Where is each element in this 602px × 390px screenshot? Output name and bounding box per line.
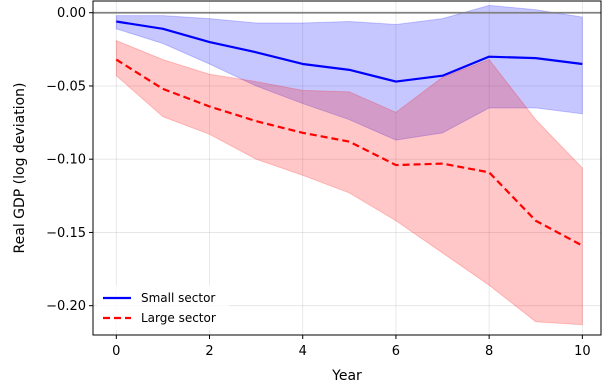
legend: Small sector Large sector bbox=[97, 285, 229, 330]
series-lines bbox=[115, 20, 583, 247]
series-line-1 bbox=[115, 58, 583, 247]
legend-label-large-sector: Large sector bbox=[141, 311, 216, 325]
x-axis-label: Year bbox=[331, 368, 362, 384]
x-tick-label: 4 bbox=[299, 344, 307, 359]
legend-box bbox=[97, 285, 229, 330]
x-tick-label: 2 bbox=[205, 344, 213, 359]
x-tick-label: 0 bbox=[112, 344, 120, 359]
y-tick-label: −0.20 bbox=[46, 299, 86, 314]
x-tick-label: 6 bbox=[392, 344, 400, 359]
confidence-bands bbox=[115, 4, 583, 326]
confidence-band-1 bbox=[115, 39, 583, 326]
x-tick-label: 8 bbox=[485, 344, 493, 359]
plot-frame bbox=[92, 0, 602, 336]
x-tick-label: 10 bbox=[574, 344, 591, 359]
series-line-0 bbox=[116, 20, 583, 83]
y-tick-label: −0.15 bbox=[46, 226, 86, 241]
legend-label-small-sector: Small sector bbox=[141, 291, 215, 305]
y-axis-label: Real GDP (log deviation) bbox=[12, 83, 28, 254]
confidence-band-0 bbox=[115, 4, 583, 141]
y-tick-label: −0.05 bbox=[46, 79, 86, 94]
y-tick-label: 0.00 bbox=[57, 6, 86, 21]
axis-ticks: 0 2 4 6 8 10 0.00 −0.05 −0.10 −0.15 −0.20 bbox=[46, 6, 590, 359]
y-tick-label: −0.10 bbox=[46, 153, 86, 168]
